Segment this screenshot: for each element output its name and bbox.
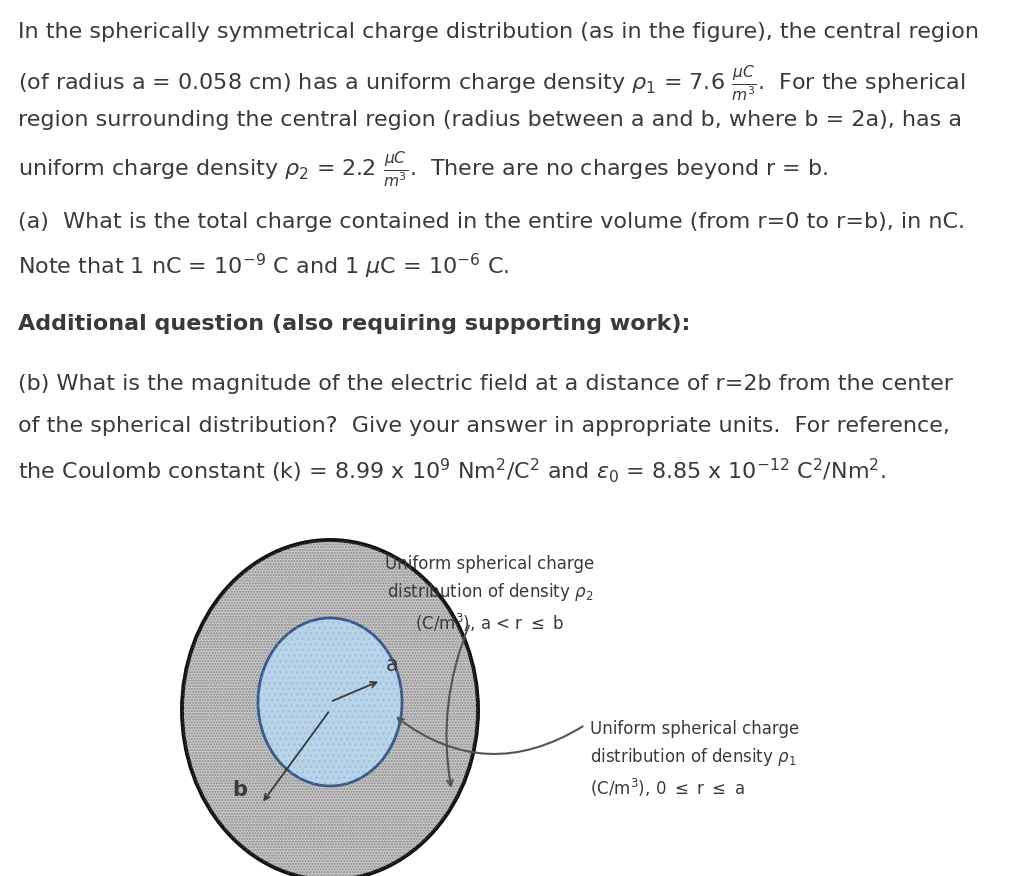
Text: the Coulomb constant (k) = 8.99 x 10$^9$ Nm$^2$/C$^2$ and $\epsilon_0$ = 8.85 x : the Coulomb constant (k) = 8.99 x 10$^9$… <box>18 456 886 484</box>
Text: region surrounding the central region (radius between a and b, where b = 2a), ha: region surrounding the central region (r… <box>18 110 962 130</box>
Text: (b) What is the magnitude of the electric field at a distance of r=2b from the c: (b) What is the magnitude of the electri… <box>18 374 953 394</box>
Text: (of radius a = 0.058 cm) has a uniform charge density $\rho_1$ = 7.6 $\frac{\mu : (of radius a = 0.058 cm) has a uniform c… <box>18 64 966 104</box>
Text: b: b <box>232 780 248 800</box>
Ellipse shape <box>182 540 478 876</box>
Text: Additional question (also requiring supporting work):: Additional question (also requiring supp… <box>18 314 690 334</box>
Text: of the spherical distribution?  Give your answer in appropriate units.  For refe: of the spherical distribution? Give your… <box>18 416 950 436</box>
Text: uniform charge density $\rho_2$ = 2.2 $\frac{\mu C}{m^3}$.  There are no charges: uniform charge density $\rho_2$ = 2.2 $\… <box>18 150 828 190</box>
Text: In the spherically symmetrical charge distribution (as in the figure), the centr: In the spherically symmetrical charge di… <box>18 22 979 42</box>
Text: Note that 1 nC = 10$^{-9}$ C and 1 $\mu$C = 10$^{-6}$ C.: Note that 1 nC = 10$^{-9}$ C and 1 $\mu$… <box>18 252 509 281</box>
Text: a: a <box>386 655 398 675</box>
Text: Uniform spherical charge
distribution of density $\rho_1$
(C/m$^3$), 0 $\leq$ r : Uniform spherical charge distribution of… <box>590 720 800 799</box>
Text: (a)  What is the total charge contained in the entire volume (from r=0 to r=b), : (a) What is the total charge contained i… <box>18 212 965 232</box>
Ellipse shape <box>258 618 402 786</box>
Text: Uniform spherical charge
distribution of density $\rho_2$
(C/m$^3$), a < r $\leq: Uniform spherical charge distribution of… <box>385 555 595 634</box>
